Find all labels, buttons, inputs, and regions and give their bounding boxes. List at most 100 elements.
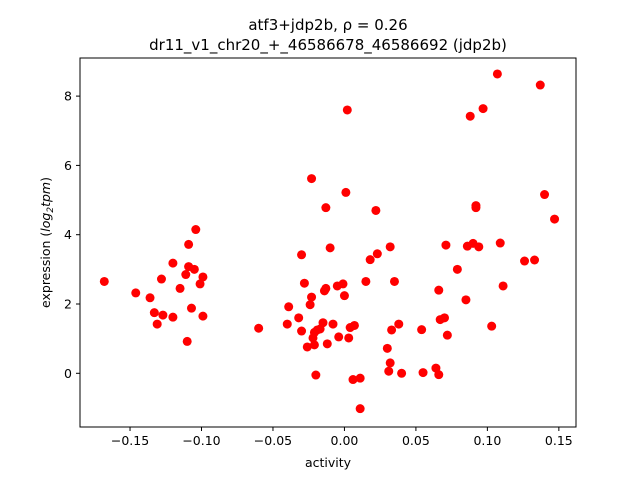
- data-point: [181, 270, 191, 280]
- data-point: [342, 105, 352, 115]
- data-point: [318, 318, 328, 328]
- data-point: [311, 370, 321, 380]
- data-point: [478, 104, 488, 114]
- data-point: [302, 342, 312, 352]
- data-point: [372, 249, 382, 259]
- data-point: [254, 323, 264, 333]
- data-points: [99, 69, 560, 414]
- plot-frame: [79, 57, 577, 428]
- data-point: [297, 326, 307, 336]
- y-axis-label-tpm: tpm: [38, 182, 53, 207]
- data-point: [99, 276, 109, 286]
- data-point: [325, 243, 335, 253]
- x-axis-ticks: −0.15 −0.10 −0.05 0.00 0.05 0.10 0.15: [111, 427, 573, 448]
- y-axis-label-suffix: ): [38, 177, 53, 182]
- data-point: [282, 319, 292, 329]
- y-tick-label: 0: [64, 366, 72, 381]
- data-point: [145, 293, 155, 303]
- data-point: [182, 336, 192, 346]
- data-point: [131, 288, 141, 298]
- data-point: [387, 325, 397, 335]
- y-axis-label-subscript: 2: [46, 207, 56, 213]
- data-point: [299, 278, 309, 288]
- data-point: [158, 310, 168, 320]
- data-point: [338, 279, 348, 289]
- data-point: [191, 225, 201, 235]
- data-point: [355, 373, 365, 383]
- data-point: [156, 274, 166, 284]
- data-point: [385, 242, 395, 252]
- data-point: [418, 368, 428, 378]
- data-point: [168, 312, 178, 322]
- data-point: [361, 276, 371, 286]
- data-point: [371, 205, 381, 215]
- data-point: [442, 330, 452, 340]
- x-tick-label: −0.10: [182, 433, 220, 448]
- y-tick-label: 8: [64, 89, 72, 104]
- y-axis-ticks: 0 2 4 6 8: [64, 89, 80, 381]
- data-point: [184, 239, 194, 249]
- y-axis-label: expression (log2tpm): [38, 177, 56, 308]
- data-point: [498, 281, 508, 291]
- data-point: [385, 358, 395, 368]
- data-point: [349, 320, 359, 330]
- x-tick-label: −0.05: [254, 433, 292, 448]
- data-point: [550, 214, 560, 224]
- data-point: [198, 311, 208, 321]
- data-point: [305, 300, 315, 310]
- data-point: [322, 339, 332, 349]
- x-tick-label: 0.05: [402, 433, 430, 448]
- data-point: [149, 308, 159, 318]
- data-point: [461, 295, 471, 305]
- chart-title-line-1: atf3+jdp2b, ρ = 0.26: [248, 16, 407, 34]
- data-point: [487, 321, 497, 331]
- data-point: [321, 283, 331, 293]
- data-point: [441, 240, 451, 250]
- data-point: [365, 255, 375, 265]
- data-point: [168, 258, 178, 268]
- y-tick-label: 6: [64, 158, 72, 173]
- data-point: [328, 319, 338, 329]
- data-point: [540, 190, 550, 200]
- data-point: [341, 187, 351, 197]
- data-point: [198, 272, 208, 282]
- data-point: [355, 404, 365, 414]
- data-point: [294, 313, 304, 323]
- x-tick-label: 0.10: [473, 433, 501, 448]
- chart-title-line-2: dr11_v1_chr20_+_46586678_46586692 (jdp2b…: [149, 36, 507, 55]
- x-tick-label: 0.00: [331, 433, 359, 448]
- data-point: [284, 302, 294, 312]
- data-point: [530, 255, 540, 265]
- y-tick-label: 2: [64, 297, 72, 312]
- data-point: [440, 313, 449, 323]
- data-point: [520, 256, 530, 266]
- data-point: [495, 238, 505, 248]
- x-axis-label: activity: [305, 455, 352, 470]
- data-point: [394, 319, 404, 329]
- y-axis-label-prefix: expression (: [38, 232, 53, 308]
- data-point: [186, 303, 196, 313]
- data-point: [492, 69, 502, 79]
- data-point: [417, 325, 427, 335]
- data-point: [397, 368, 407, 378]
- data-point: [384, 366, 394, 376]
- data-point: [348, 375, 358, 385]
- data-point: [195, 279, 205, 289]
- data-point: [471, 203, 481, 213]
- data-point: [307, 292, 317, 302]
- data-point: [382, 343, 392, 353]
- x-tick-label: 0.15: [545, 433, 573, 448]
- data-point: [297, 250, 307, 260]
- data-point: [465, 111, 475, 121]
- data-point: [189, 264, 199, 274]
- data-point: [321, 203, 331, 213]
- data-point: [344, 333, 354, 343]
- x-tick-label: −0.15: [111, 433, 149, 448]
- data-point: [334, 332, 344, 342]
- data-point: [474, 242, 484, 252]
- data-point: [535, 80, 545, 90]
- data-point: [175, 283, 185, 293]
- data-point: [339, 291, 349, 301]
- data-point: [434, 285, 444, 295]
